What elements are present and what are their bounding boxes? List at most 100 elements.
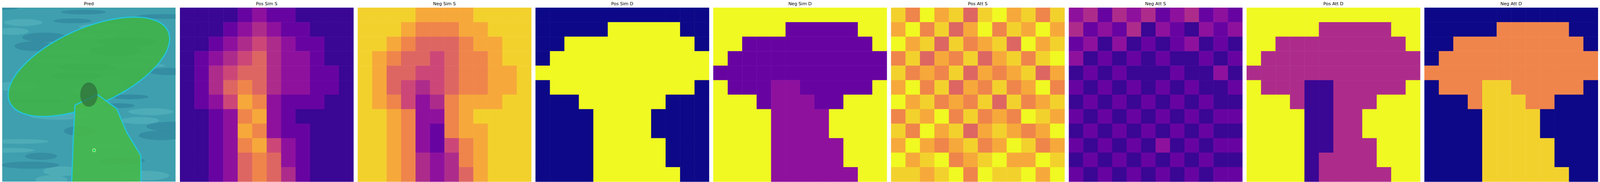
heat-cell <box>622 7 638 23</box>
heat-cell <box>579 108 594 124</box>
heat-cell <box>223 65 239 81</box>
heat-cell <box>252 50 267 66</box>
heat-cell <box>564 94 580 110</box>
heat-cell <box>679 137 695 153</box>
heat-cell <box>1184 22 1200 37</box>
heat-cell <box>1438 152 1454 168</box>
heat-cell <box>1275 7 1291 23</box>
heat-cell <box>770 137 786 153</box>
heat-cell <box>237 137 253 153</box>
heat-cell <box>857 22 873 37</box>
heat-cell <box>948 22 964 37</box>
heat-cell <box>1347 22 1363 37</box>
heat-cell <box>829 7 844 23</box>
heat-cell <box>1068 152 1084 168</box>
heat-cell <box>1289 65 1305 81</box>
panel: Neg Att S <box>1068 1 1243 182</box>
heat-cell <box>281 36 297 52</box>
heat-cell <box>310 166 325 182</box>
heat-cell <box>310 50 325 66</box>
heat-cell <box>1112 7 1128 23</box>
heat-cell <box>920 123 935 139</box>
heat-cell <box>1126 94 1142 110</box>
heat-cell <box>742 166 757 182</box>
heat-cell <box>1097 50 1113 66</box>
heat-cell <box>1097 123 1113 139</box>
heat-cell <box>963 123 979 139</box>
heat-cell <box>1184 166 1200 182</box>
heat-cell <box>1362 79 1378 95</box>
heat-cell <box>651 7 666 23</box>
heat-cell <box>872 166 888 182</box>
heat-cell <box>502 22 518 37</box>
heat-cell <box>1184 108 1200 124</box>
heat-cell <box>593 22 609 37</box>
heat-cell <box>372 22 388 37</box>
heat-cell <box>1050 7 1066 23</box>
heat-cell <box>1424 79 1440 95</box>
heat-cell <box>223 108 239 124</box>
heat-cell <box>1554 50 1570 66</box>
heat-cell <box>1405 22 1421 37</box>
heat-cell <box>1539 108 1555 124</box>
heat-cell <box>429 22 445 37</box>
heat-cell <box>742 7 757 23</box>
heat-cell <box>1068 108 1084 124</box>
heat-cell <box>977 108 993 124</box>
heat-cell <box>1227 22 1243 37</box>
heat-cell <box>829 36 844 52</box>
heat-cell <box>756 166 772 182</box>
texture <box>128 107 174 116</box>
heat-cell <box>1362 50 1378 66</box>
heat-cell <box>1184 50 1200 66</box>
heat-cell <box>386 7 402 23</box>
heat-cell <box>179 152 195 168</box>
heat-cell <box>1482 22 1498 37</box>
heat-cell <box>415 36 431 52</box>
heat-cell <box>651 137 666 153</box>
heat-cell <box>564 22 580 37</box>
heat-cell <box>713 22 729 37</box>
heat-cell <box>1304 166 1320 182</box>
heat-cell <box>1525 7 1541 23</box>
heat-cell <box>1333 94 1349 110</box>
heat-cell <box>310 65 325 81</box>
heat-cell <box>1261 166 1276 182</box>
heat-cell <box>415 152 431 168</box>
heat-cell <box>665 36 681 52</box>
heat-cell <box>814 123 830 139</box>
heat-cell <box>756 108 772 124</box>
heat-cell <box>458 50 474 66</box>
heat-cell <box>1569 36 1584 52</box>
heat-cell <box>415 94 431 110</box>
heat-cell <box>1304 50 1320 66</box>
heat-cell <box>444 65 460 81</box>
heat-cell <box>564 79 580 95</box>
heat-cell <box>1467 108 1483 124</box>
heat-cell <box>727 65 743 81</box>
heat-cell <box>1438 94 1454 110</box>
heat-cell <box>357 152 373 168</box>
heat-cell <box>1227 108 1243 124</box>
texture <box>120 116 160 124</box>
heat-cell <box>1511 22 1526 37</box>
heat-cell <box>977 22 993 37</box>
heat-cell <box>223 137 239 153</box>
heat-cell <box>800 94 816 110</box>
heat-cell <box>1511 65 1526 81</box>
heat-cell <box>948 108 964 124</box>
heat-cell <box>1583 152 1599 168</box>
heat-cell <box>1246 166 1262 182</box>
heat-cell <box>1482 166 1498 182</box>
heat-cell <box>535 137 551 153</box>
heat-cell <box>386 36 402 52</box>
heat-cell <box>516 108 532 124</box>
heat-cell <box>1496 7 1512 23</box>
heat-cell <box>1511 108 1526 124</box>
heat-cell <box>934 123 950 139</box>
heat-cell <box>800 108 816 124</box>
heat-cell <box>713 94 729 110</box>
heat-cell <box>194 36 210 52</box>
heat-cell <box>281 79 297 95</box>
heat-cell <box>1405 79 1421 95</box>
